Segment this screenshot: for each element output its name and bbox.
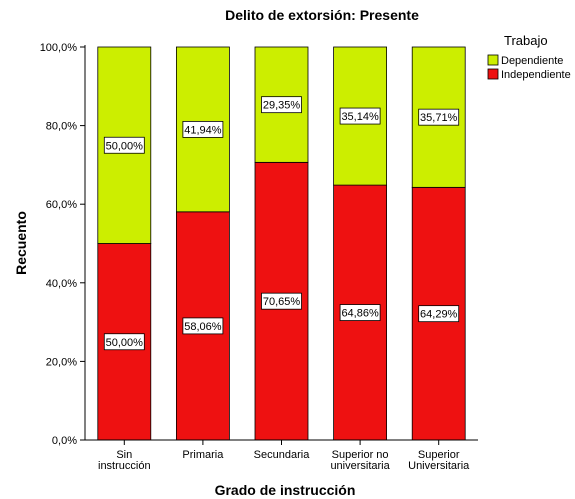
y-tick-label: 0,0% xyxy=(52,435,77,447)
x-tick-label: Superior no universitaria xyxy=(330,449,390,472)
legend-title: Trabajo xyxy=(504,33,548,48)
data-label-box xyxy=(182,317,224,335)
y-tick-label: 100,0% xyxy=(40,42,78,54)
data-label: 29,35% xyxy=(263,100,301,112)
x-tick-label: Superior Universitaria xyxy=(408,449,470,472)
data-label-box xyxy=(182,121,224,138)
x-tick-label: Primaria xyxy=(182,449,224,461)
data-label-box xyxy=(261,292,302,310)
data-label-box xyxy=(339,107,381,125)
data-label: 70,65% xyxy=(263,296,301,308)
y-tick-label: 40,0% xyxy=(46,278,77,290)
data-label-box xyxy=(103,333,145,351)
data-label: 64,29% xyxy=(420,309,458,321)
axes: 0,0% 20,0% 40,0% 60,0% 80,0% 100,0% Sin instruc… xyxy=(40,42,478,472)
y-tick-label: 60,0% xyxy=(46,199,77,211)
legend-label-independiente: Independiente xyxy=(501,69,571,81)
data-label-box xyxy=(418,108,460,126)
data-label-box xyxy=(418,305,460,323)
x-tick-label: Sin instrucción xyxy=(98,449,151,472)
legend: Trabajo Dependiente Independiente xyxy=(487,33,571,81)
data-label: 58,06% xyxy=(184,321,222,333)
data-label: 50,00% xyxy=(106,337,144,349)
chart-title: Delito de extorsión: Presente xyxy=(225,7,419,23)
legend-swatch-dependiente xyxy=(487,54,499,66)
data-label: 35,71% xyxy=(420,112,458,124)
legend-label-dependiente: Dependiente xyxy=(501,55,563,67)
y-axis-title: Recuento xyxy=(13,211,29,275)
y-tick-label: 20,0% xyxy=(46,356,77,368)
data-label: 35,14% xyxy=(341,111,379,123)
data-label-box xyxy=(103,136,145,154)
legend-swatch-independiente xyxy=(487,68,499,80)
data-label: 41,94% xyxy=(184,124,222,136)
x-axis-title: Grado de instrucción xyxy=(215,482,356,498)
data-label: 50,00% xyxy=(106,140,144,152)
x-tick-label: Secundaria xyxy=(254,449,311,461)
data-label: 64,86% xyxy=(341,308,379,320)
data-labels: 50,00% 50,00% 58,06% 41,94% 70,65% 29,35% 64,8… xyxy=(103,96,460,351)
y-tick-label: 80,0% xyxy=(46,121,77,133)
data-label-box xyxy=(261,96,302,114)
data-label-box xyxy=(339,304,381,321)
